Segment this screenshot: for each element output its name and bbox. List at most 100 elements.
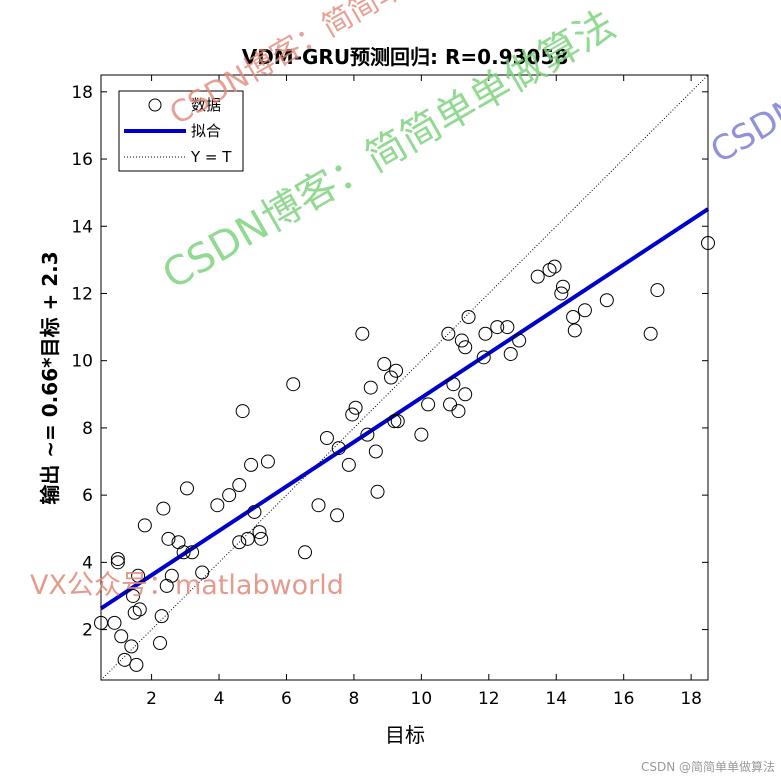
data-point bbox=[129, 657, 144, 672]
fit-line bbox=[99, 207, 710, 611]
data-point bbox=[441, 326, 456, 341]
legend-marker-data bbox=[148, 98, 162, 112]
identity-line bbox=[100, 74, 709, 681]
data-point bbox=[164, 568, 179, 583]
data-point bbox=[500, 320, 515, 335]
data-point bbox=[476, 350, 491, 365]
y-tick-label: 8 bbox=[82, 419, 93, 439]
data-point bbox=[254, 531, 269, 546]
data-point bbox=[252, 525, 267, 540]
data-point bbox=[389, 363, 404, 378]
data-point bbox=[176, 545, 191, 560]
y-axis-label: 输出 ~= 0.66*目标 + 2.3 bbox=[38, 251, 62, 504]
data-point bbox=[286, 377, 301, 392]
data-point bbox=[311, 498, 326, 513]
data-point bbox=[161, 531, 176, 546]
data-point bbox=[458, 387, 473, 402]
legend: 数据 拟合 Y = T bbox=[118, 90, 244, 172]
data-point bbox=[235, 404, 250, 419]
data-point bbox=[345, 407, 360, 422]
data-point bbox=[577, 303, 592, 318]
y-tick-label: 2 bbox=[82, 621, 93, 641]
data-point bbox=[446, 377, 461, 392]
data-point bbox=[260, 454, 275, 469]
identity-line-path bbox=[100, 74, 709, 681]
y-tick-label: 10 bbox=[71, 352, 93, 372]
y-tick-label: 14 bbox=[71, 217, 93, 237]
data-point bbox=[331, 441, 346, 456]
y-tick-label: 12 bbox=[71, 284, 93, 304]
data-point bbox=[247, 504, 262, 519]
x-ticks: 2 4 6 8 10 12 14 16 18 bbox=[146, 75, 702, 709]
data-point bbox=[421, 397, 436, 412]
y-tick-label: 18 bbox=[71, 83, 93, 103]
data-point bbox=[567, 323, 582, 338]
x-tick-label: 6 bbox=[281, 689, 292, 709]
data-point bbox=[348, 400, 363, 415]
data-point bbox=[478, 326, 493, 341]
data-point bbox=[137, 518, 152, 533]
legend-label-fit: 拟合 bbox=[191, 122, 221, 140]
x-tick-label: 18 bbox=[680, 689, 702, 709]
legend-label-data: 数据 bbox=[191, 96, 221, 114]
data-point bbox=[110, 555, 125, 570]
data-point bbox=[110, 552, 125, 566]
data-point bbox=[387, 414, 402, 429]
x-axis-label: 目标 bbox=[385, 723, 425, 747]
data-point bbox=[547, 259, 562, 274]
x-tick-label: 4 bbox=[214, 689, 225, 709]
x-tick-label: 12 bbox=[478, 689, 500, 709]
fit-line-path bbox=[99, 207, 710, 611]
data-point bbox=[132, 602, 147, 617]
data-point bbox=[530, 269, 545, 284]
data-point bbox=[363, 380, 378, 395]
data-point bbox=[554, 286, 569, 301]
data-point bbox=[368, 444, 383, 459]
data-point bbox=[650, 283, 665, 298]
data-point bbox=[114, 629, 129, 644]
data-point bbox=[414, 427, 429, 442]
y-tick-label: 16 bbox=[71, 150, 93, 170]
x-tick-label: 16 bbox=[613, 689, 635, 709]
data-point bbox=[179, 481, 194, 496]
legend-label-yt: Y = T bbox=[190, 148, 232, 166]
y-tick-label: 6 bbox=[82, 486, 93, 506]
data-point bbox=[490, 320, 505, 335]
data-point bbox=[390, 414, 405, 429]
data-point bbox=[360, 427, 375, 442]
data-point bbox=[451, 404, 466, 419]
data-point bbox=[126, 588, 141, 603]
data-point bbox=[185, 545, 200, 560]
data-point bbox=[222, 488, 237, 503]
data-point bbox=[195, 565, 210, 580]
x-tick-label: 2 bbox=[146, 689, 157, 709]
data-point bbox=[232, 478, 247, 493]
x-tick-label: 8 bbox=[349, 689, 360, 709]
data-point bbox=[319, 431, 334, 445]
data-point bbox=[599, 293, 614, 308]
data-point bbox=[377, 357, 392, 372]
x-tick-label: 10 bbox=[411, 689, 433, 709]
data-point bbox=[555, 279, 570, 294]
data-point bbox=[154, 609, 169, 624]
data-points bbox=[94, 236, 715, 672]
data-point bbox=[107, 615, 122, 630]
data-point bbox=[370, 484, 385, 499]
data-point bbox=[131, 568, 146, 583]
data-point bbox=[156, 501, 171, 516]
data-point bbox=[124, 639, 139, 654]
data-point bbox=[244, 457, 259, 472]
data-point bbox=[458, 340, 473, 355]
data-point bbox=[330, 508, 345, 523]
data-point bbox=[566, 310, 581, 324]
data-point bbox=[117, 652, 132, 667]
data-point bbox=[512, 333, 527, 348]
data-point bbox=[127, 605, 142, 620]
axes-frame bbox=[100, 74, 709, 681]
data-point bbox=[298, 545, 313, 560]
y-tick-label: 4 bbox=[82, 553, 93, 573]
data-point bbox=[643, 326, 658, 341]
data-point bbox=[503, 346, 518, 361]
y-ticks: 2 4 6 8 10 12 14 16 18 bbox=[71, 83, 708, 641]
